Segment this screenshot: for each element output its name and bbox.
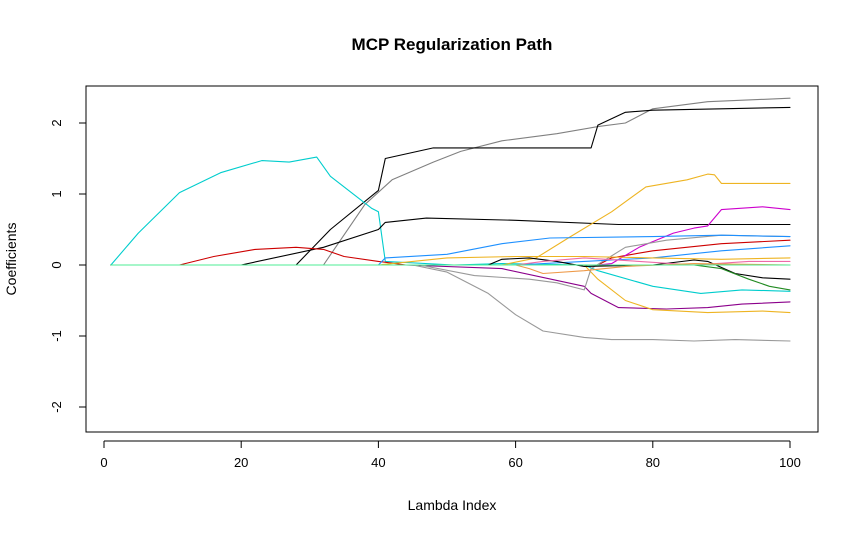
series-layer [110,97,791,342]
y-tick-label: -1 [49,330,64,342]
x-tick-label: 60 [508,455,522,470]
series-line-15 [110,264,791,291]
y-axis-label: Coefficients [3,223,19,296]
y-tick-label: -2 [49,401,64,413]
series-line-4 [110,217,791,266]
y-axis: -2 -1 0 1 2 [49,119,87,413]
x-tick-label: 20 [234,455,248,470]
series-line-11 [110,234,791,291]
x-tick-label: 40 [371,455,385,470]
series-line-3 [110,156,791,294]
y-tick-label: 0 [49,261,64,268]
series-line-8 [110,206,791,266]
series-line-17 [110,257,791,266]
y-tick-label: 1 [49,190,64,197]
x-tick-label: 80 [646,455,660,470]
series-line-13 [110,245,791,266]
series-line-7 [110,264,791,310]
series-line-10 [110,264,791,342]
series-line-2 [110,106,791,266]
series-line-16 [110,255,791,266]
series-line-1 [110,97,791,266]
y-tick-label: 2 [49,119,64,126]
series-line-5 [110,239,791,266]
series-line-9 [110,264,791,314]
chart-title: MCP Regularization Path [352,35,553,54]
series-line-6 [110,173,791,266]
series-line-14 [110,257,791,280]
x-tick-label: 0 [100,455,107,470]
x-axis-label: Lambda Index [408,497,497,513]
series-line-12 [110,234,791,266]
x-tick-label: 100 [779,455,801,470]
x-axis: 0 20 40 60 80 100 [100,440,801,470]
series-line-18 [110,263,791,275]
